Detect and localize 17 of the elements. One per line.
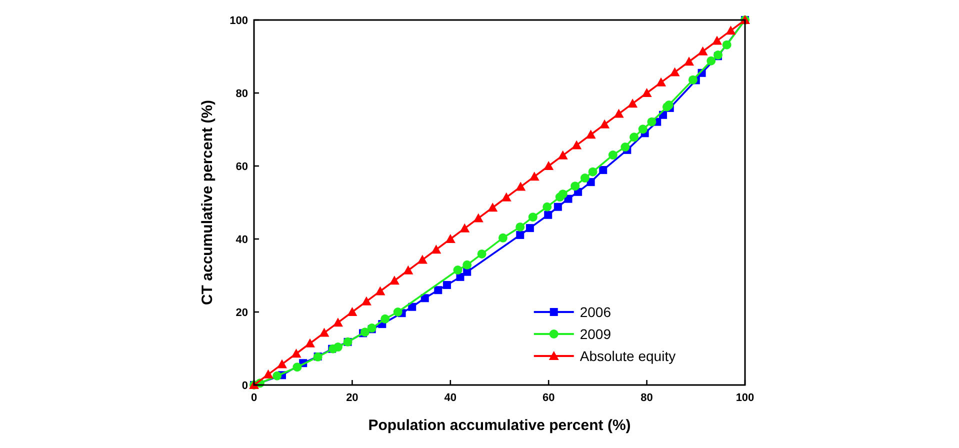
y-tick-label: 80 (236, 88, 248, 100)
x-axis-title: Population accumulative percent (%) (368, 417, 631, 434)
legend-label: 2006 (580, 304, 612, 320)
y-tick-label: 20 (236, 307, 248, 319)
x-tick-label: 100 (736, 392, 754, 404)
y-axis-title: CT accumulative percent (%) (199, 100, 216, 306)
legend-label: Absolute equity (580, 348, 676, 364)
y-tick-label: 100 (230, 15, 248, 27)
x-tick-label: 80 (640, 392, 653, 404)
x-tick-label: 20 (346, 392, 358, 404)
y-tick-label: 0 (242, 380, 248, 392)
legend-label: 2009 (580, 326, 612, 342)
x-tick-label: 60 (542, 392, 555, 404)
y-tick-label: 40 (236, 234, 248, 246)
x-tick-label: 0 (250, 392, 258, 404)
y-tick-label: 60 (236, 161, 248, 173)
x-tick-label: 40 (444, 392, 457, 404)
